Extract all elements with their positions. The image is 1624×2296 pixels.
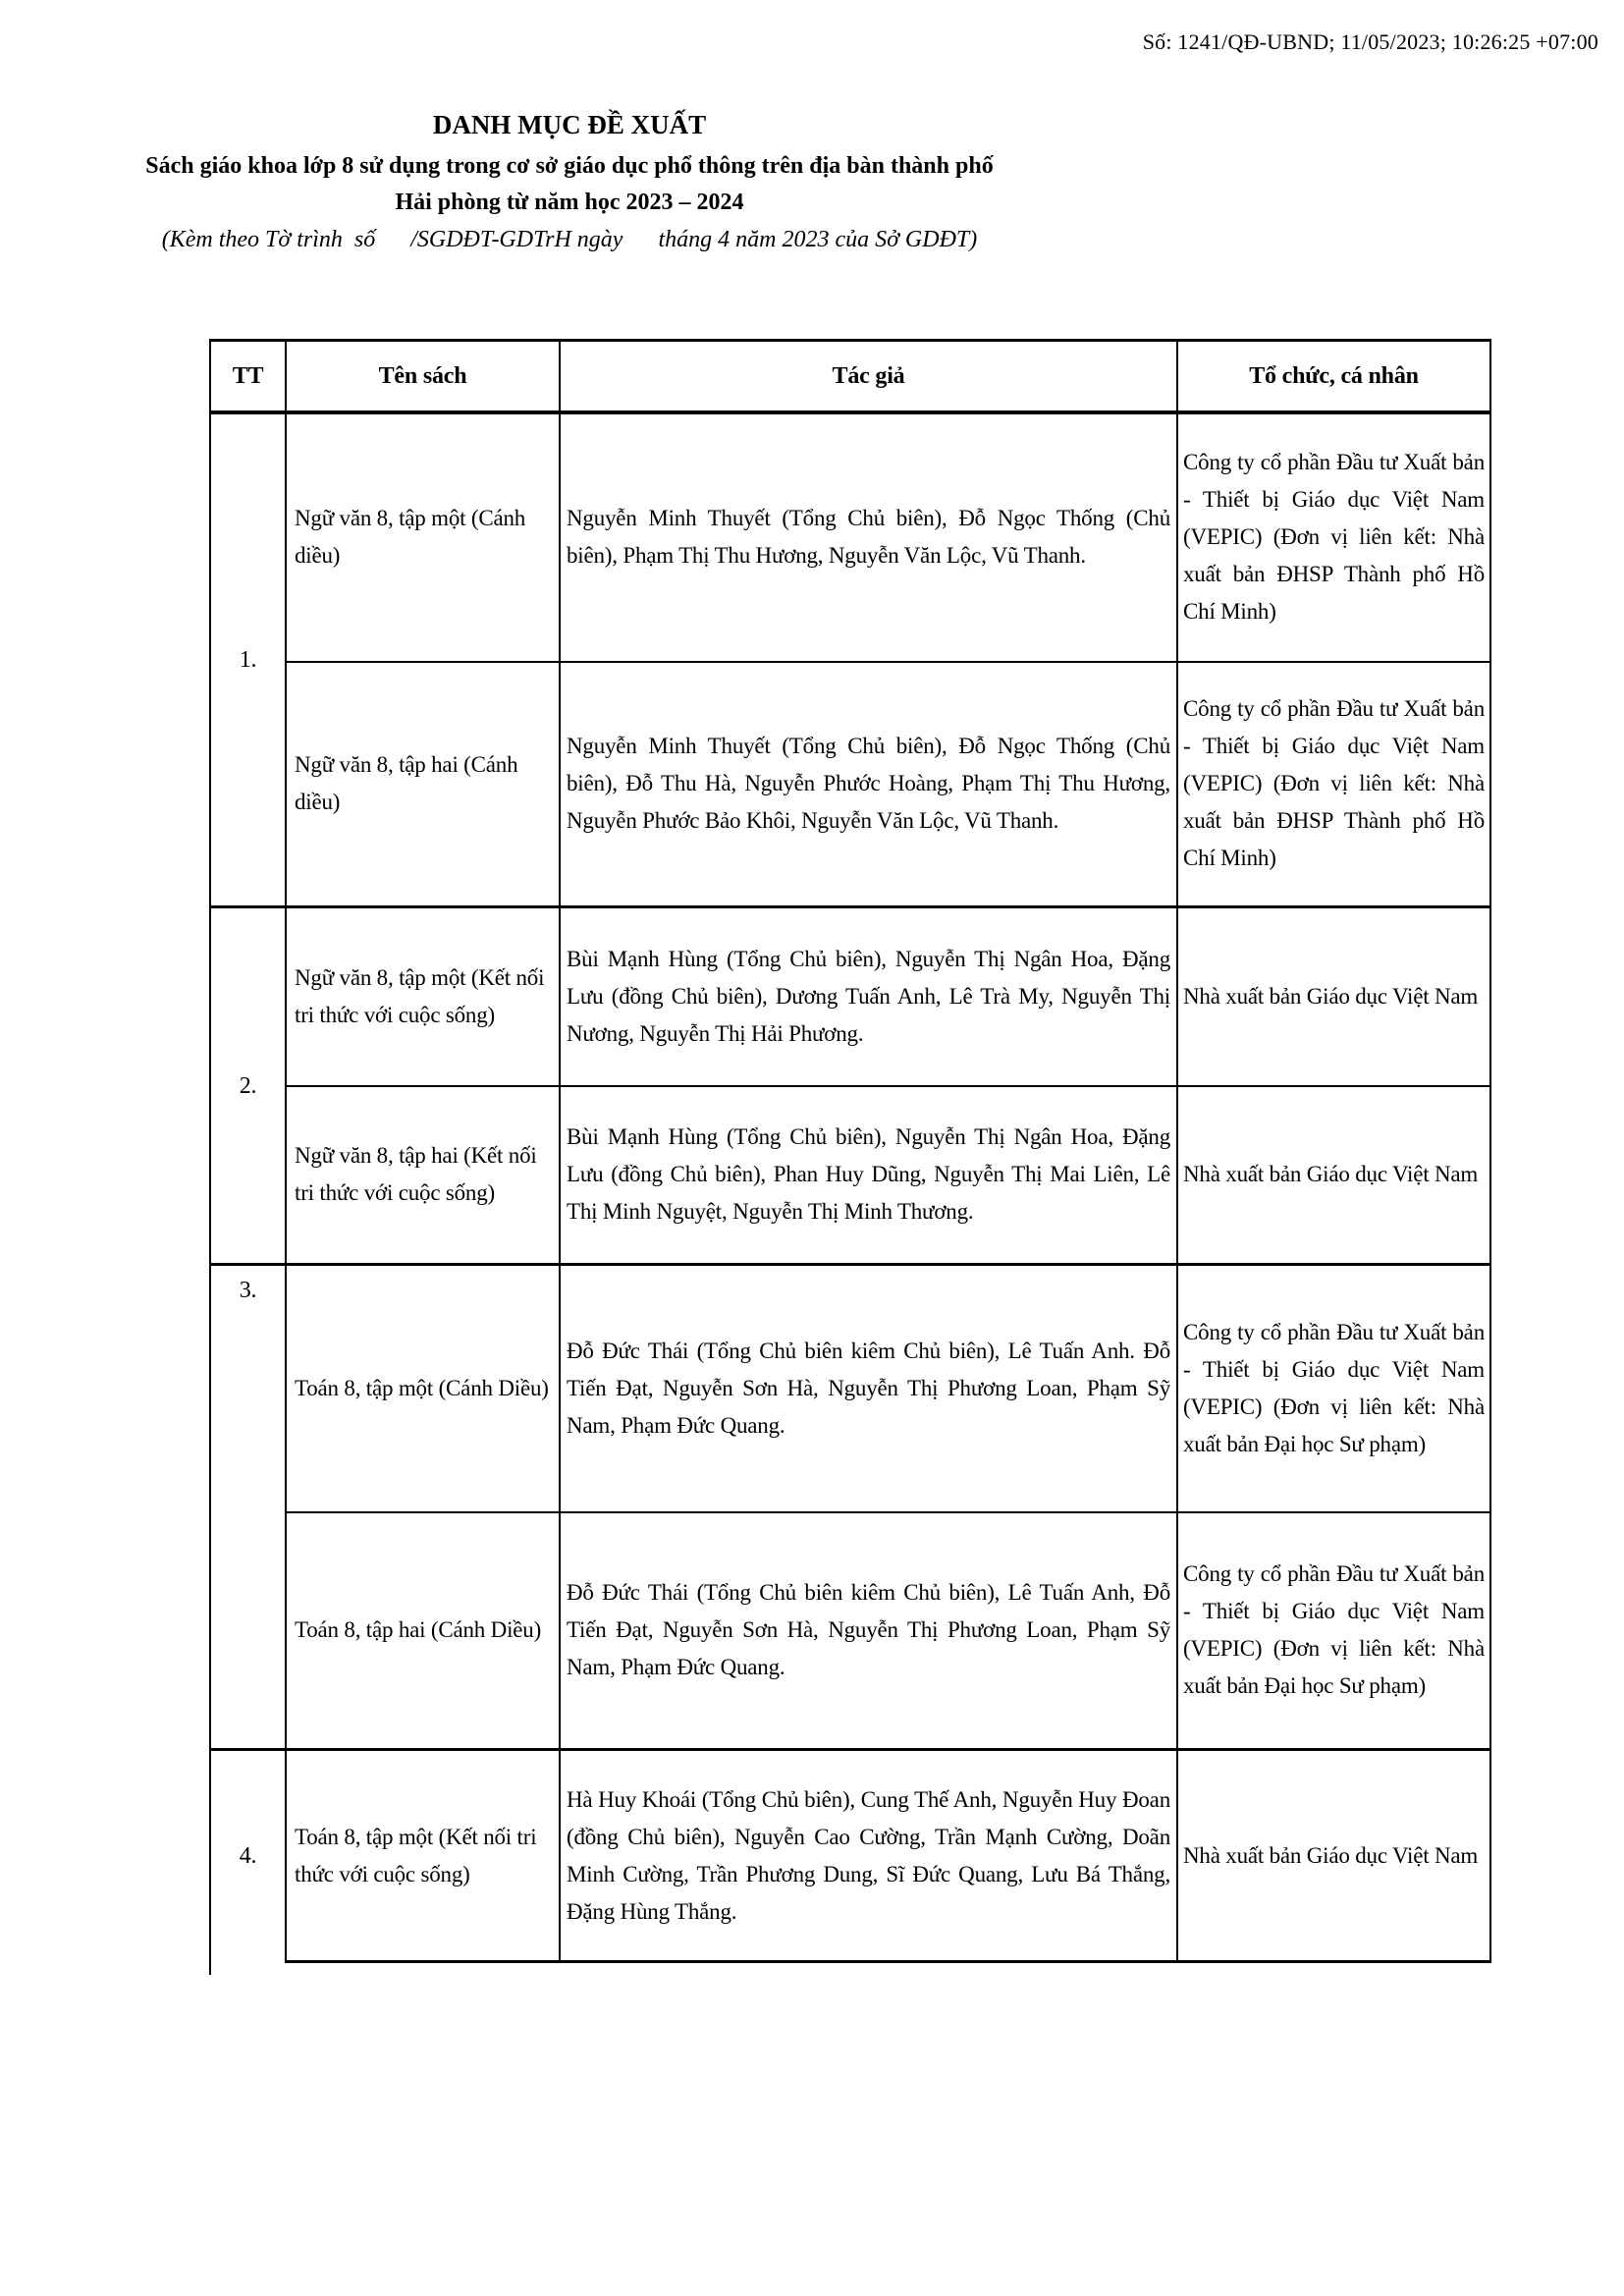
organization-cell: Nhà xuất bản Giáo dục Việt Nam: [1176, 1748, 1491, 1963]
table-row: 3. Toán 8, tập một (Cánh Diều) Đỗ Đức Th…: [209, 1263, 1491, 1751]
organization-cell: Nhà xuất bản Giáo dục Việt Nam: [1176, 1084, 1491, 1266]
authors-cell: Bùi Mạnh Hùng (Tổng Chủ biên), Nguyễn Th…: [559, 1084, 1178, 1266]
book-title-cell: Ngữ văn 8, tập hai (Kết nối tri thức với…: [285, 1084, 561, 1266]
doc-number: Số: 1241/QĐ-UBND; 11/05/2023; 10:26:25 +…: [1142, 29, 1598, 54]
book-title-cell: Ngữ văn 8, tập hai (Cánh diều): [285, 660, 561, 908]
organization-cell: Công ty cổ phần Đầu tư Xuất bản - Thiết …: [1176, 1510, 1491, 1751]
organization-cell: Công ty cổ phần Đầu tư Xuất bản - Thiết …: [1176, 410, 1491, 663]
table-header-row: TT Tên sách Tác giả Tổ chức, cá nhân: [209, 339, 1491, 414]
tt-cell: 4.: [209, 1748, 287, 1962]
book-title-cell: Toán 8, tập một (Cánh Diều): [285, 1263, 561, 1513]
authors-cell: Nguyễn Minh Thuyết (Tổng Chủ biên), Đỗ N…: [559, 660, 1178, 908]
table-row: Ngữ văn 8, tập hai (Cánh diều) Nguyễn Mi…: [210, 660, 1491, 908]
column-header-tt: TT: [209, 339, 287, 414]
authors-cell: Đỗ Đức Thái (Tổng Chủ biên kiêm Chủ biên…: [559, 1263, 1178, 1513]
table-row: Toán 8, tập hai (Cánh Diều) Đỗ Đức Thái …: [210, 1510, 1491, 1751]
table-row: Ngữ văn 8, tập hai (Kết nối tri thức với…: [210, 1084, 1491, 1266]
page-subtitle: Sách giáo khoa lớp 8 sử dụng trong cơ sở…: [145, 153, 994, 215]
column-header-to-chuc: Tổ chức, cá nhân: [1176, 339, 1491, 414]
tt-cell: 1.: [209, 410, 287, 908]
tt-cell: 3.: [209, 1263, 287, 1751]
organization-cell: Nhà xuất bản Giáo dục Việt Nam: [1176, 905, 1491, 1087]
book-title-cell: Toán 8, tập một (Kết nối tri thức với cu…: [285, 1748, 561, 1963]
authors-cell: Bùi Mạnh Hùng (Tổng Chủ biên), Nguyễn Th…: [559, 905, 1178, 1087]
page-title: DANH MỤC ĐỀ XUẤT: [432, 110, 707, 139]
tt-cell: 2.: [209, 905, 287, 1266]
organization-cell: Công ty cổ phần Đầu tư Xuất bản - Thiết …: [1176, 1263, 1491, 1513]
heading-block: DANH MỤC ĐỀ XUẤT Sách giáo khoa lớp 8 sử…: [137, 110, 1001, 253]
book-title-cell: Ngữ văn 8, tập một (Kết nối tri thức với…: [285, 905, 561, 1087]
authors-cell: Nguyễn Minh Thuyết (Tổng Chủ biên), Đỗ N…: [559, 410, 1178, 663]
page-break-border-stub: [209, 1960, 211, 1975]
book-title-cell: Ngữ văn 8, tập một (Cánh diều): [285, 410, 561, 663]
column-header-ten-sach: Tên sách: [285, 339, 561, 414]
textbook-table: TT Tên sách Tác giả Tổ chức, cá nhân 1. …: [209, 339, 1491, 1963]
book-title-cell: Toán 8, tập hai (Cánh Diều): [285, 1510, 561, 1751]
table-row: 2. Ngữ văn 8, tập một (Kết nối tri thức …: [209, 905, 1491, 1266]
attachment-note: (Kèm theo Tờ trình số /SGDĐT-GDTrH ngày …: [161, 227, 978, 252]
column-header-tac-gia: Tác giả: [559, 339, 1178, 414]
authors-cell: Đỗ Đức Thái (Tổng Chủ biên kiêm Chủ biên…: [559, 1510, 1178, 1751]
table-row: 4. Toán 8, tập một (Kết nối tri thức với…: [209, 1748, 1491, 1963]
organization-cell: Công ty cổ phần Đầu tư Xuất bản - Thiết …: [1176, 660, 1491, 908]
authors-cell: Hà Huy Khoái (Tổng Chủ biên), Cung Thế A…: [559, 1748, 1178, 1963]
table-row: 1. Ngữ văn 8, tập một (Cánh diều) Nguyễn…: [209, 410, 1491, 908]
